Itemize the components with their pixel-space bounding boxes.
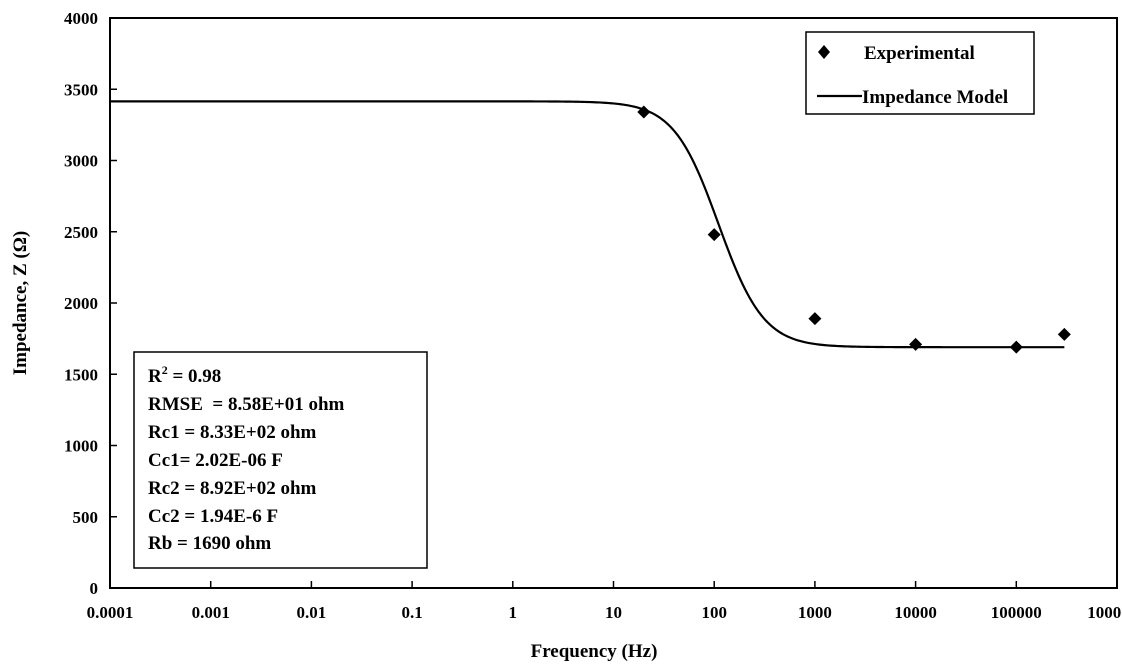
y-tick-label: 2500 — [64, 223, 98, 242]
y-tick-label: 1000 — [64, 437, 98, 456]
x-tick-label: 100000 — [991, 603, 1042, 622]
stats-cc1: Cc1= 2.02E-06 F — [148, 450, 283, 471]
x-tick-label: 1000000 — [1087, 603, 1122, 622]
legend-label-model: Impedance Model — [862, 87, 1008, 108]
y-axis-ticks: 0 500 1000 1500 2000 2500 3000 3500 4000 — [64, 9, 117, 598]
stats-box-frame — [133, 351, 428, 569]
experimental-point — [707, 228, 721, 242]
y-tick-label: 500 — [73, 508, 99, 527]
experimental-point — [909, 337, 923, 351]
x-tick-label: 1 — [509, 603, 518, 622]
x-axis-ticks: 0.0001 0.001 0.01 0.1 1 10 100 1000 10000 100000 1… — [87, 581, 1122, 622]
x-tick-label: 10 — [605, 603, 622, 622]
x-tick-label: 0.1 — [401, 603, 422, 622]
stats-cc2: Cc2 = 1.94E-6 F — [148, 506, 278, 527]
stats-rmse: RMSE = 8.58E+01 ohm — [148, 394, 345, 415]
x-tick-label: 1000 — [798, 603, 832, 622]
legend-box — [805, 31, 1035, 115]
x-tick-label: 0.001 — [192, 603, 230, 622]
y-tick-label: 1500 — [64, 365, 98, 384]
legend-label-experimental: Experimental — [864, 43, 975, 64]
legend: Experimental Impedance Model — [805, 31, 1035, 115]
x-tick-label: 10000 — [894, 603, 937, 622]
experimental-point — [808, 312, 822, 326]
y-tick-label: 3000 — [64, 152, 98, 171]
x-tick-label: 0.0001 — [87, 603, 134, 622]
stats-rc2: Rc2 = 8.92E+02 ohm — [148, 478, 317, 499]
y-axis-title: Impedance, Z (Ω) — [10, 231, 31, 376]
stats-box: R2 = 0.98 RMSE = 8.58E+01 ohm Rc1 = 8.33… — [133, 351, 428, 569]
experimental-points — [637, 105, 1071, 354]
experimental-point — [1057, 327, 1071, 341]
x-tick-label: 100 — [701, 603, 727, 622]
impedance-model-line — [110, 100, 1065, 349]
y-tick-label: 4000 — [64, 9, 98, 28]
x-axis-title: Frequency (Hz) — [531, 641, 658, 662]
stats-r-squared: R2 = 0.98 — [148, 363, 221, 387]
y-tick-label: 2000 — [64, 294, 98, 313]
stats-rc1: Rc1 = 8.33E+02 ohm — [148, 422, 317, 443]
experimental-point — [637, 105, 651, 119]
x-tick-label: 0.01 — [297, 603, 327, 622]
experimental-point — [1009, 340, 1023, 354]
stats-rb: Rb = 1690 ohm — [148, 533, 271, 554]
legend-marker-experimental — [818, 45, 830, 59]
y-tick-label: 3500 — [64, 80, 98, 99]
y-tick-label: 0 — [90, 579, 99, 598]
